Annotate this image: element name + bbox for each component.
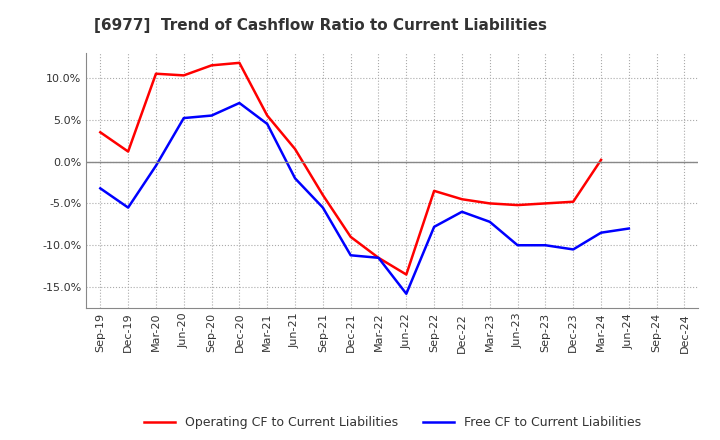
Free CF to Current Liabilities: [374, 255, 383, 260]
Free CF to Current Liabilities: [152, 163, 161, 169]
Free CF to Current Liabilities: [235, 100, 243, 106]
Operating CF to Current Liabilities: [152, 71, 161, 77]
Free CF to Current Liabilities: [402, 291, 410, 297]
Free CF to Current Liabilities: [346, 253, 355, 258]
Free CF to Current Liabilities: [458, 209, 467, 214]
Operating CF to Current Liabilities: [179, 73, 188, 78]
Free CF to Current Liabilities: [207, 113, 216, 118]
Free CF to Current Liabilities: [291, 176, 300, 181]
Line: Operating CF to Current Liabilities: Operating CF to Current Liabilities: [100, 63, 601, 275]
Operating CF to Current Liabilities: [541, 201, 550, 206]
Operating CF to Current Liabilities: [346, 234, 355, 239]
Operating CF to Current Liabilities: [318, 192, 327, 198]
Free CF to Current Liabilities: [541, 242, 550, 248]
Legend: Operating CF to Current Liabilities, Free CF to Current Liabilities: Operating CF to Current Liabilities, Fre…: [138, 411, 647, 434]
Free CF to Current Liabilities: [124, 205, 132, 210]
Free CF to Current Liabilities: [263, 121, 271, 127]
Operating CF to Current Liabilities: [597, 157, 606, 162]
Line: Free CF to Current Liabilities: Free CF to Current Liabilities: [100, 103, 629, 294]
Free CF to Current Liabilities: [513, 242, 522, 248]
Free CF to Current Liabilities: [597, 230, 606, 235]
Free CF to Current Liabilities: [430, 224, 438, 230]
Free CF to Current Liabilities: [624, 226, 633, 231]
Operating CF to Current Liabilities: [374, 255, 383, 260]
Operating CF to Current Liabilities: [235, 60, 243, 66]
Operating CF to Current Liabilities: [96, 130, 104, 135]
Operating CF to Current Liabilities: [124, 149, 132, 154]
Operating CF to Current Liabilities: [402, 272, 410, 277]
Operating CF to Current Liabilities: [291, 147, 300, 152]
Operating CF to Current Liabilities: [458, 197, 467, 202]
Operating CF to Current Liabilities: [263, 113, 271, 118]
Text: [6977]  Trend of Cashflow Ratio to Current Liabilities: [6977] Trend of Cashflow Ratio to Curren…: [94, 18, 546, 33]
Free CF to Current Liabilities: [485, 219, 494, 224]
Operating CF to Current Liabilities: [430, 188, 438, 194]
Operating CF to Current Liabilities: [513, 202, 522, 208]
Operating CF to Current Liabilities: [569, 199, 577, 204]
Free CF to Current Liabilities: [318, 205, 327, 210]
Free CF to Current Liabilities: [96, 186, 104, 191]
Free CF to Current Liabilities: [179, 115, 188, 121]
Operating CF to Current Liabilities: [485, 201, 494, 206]
Operating CF to Current Liabilities: [207, 63, 216, 68]
Free CF to Current Liabilities: [569, 247, 577, 252]
